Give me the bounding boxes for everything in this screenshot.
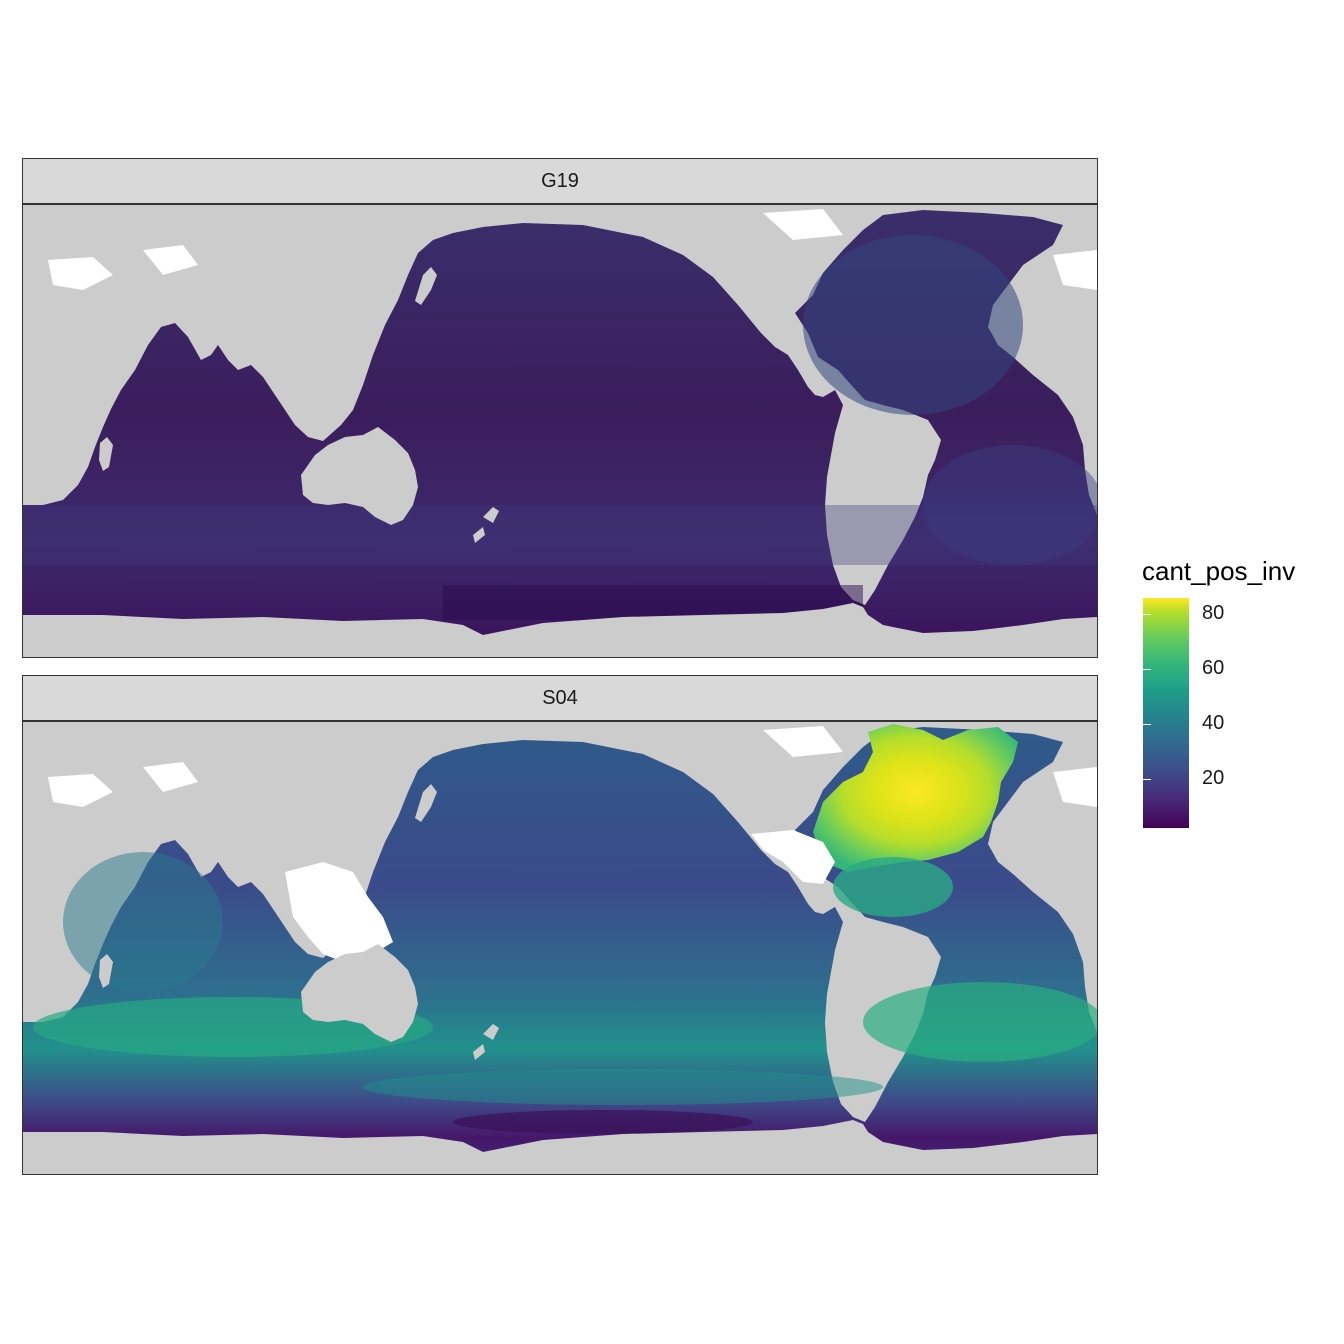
- land-japan-g19: [415, 267, 437, 305]
- north-atlantic-g19: [803, 235, 1023, 415]
- land-antarctica-s04: [23, 1120, 1097, 1174]
- legend-tick-label: 40: [1202, 711, 1225, 734]
- panel-g19: G19: [22, 158, 1098, 658]
- land-madagascar-g19: [99, 437, 113, 471]
- legend-tick-left: [1143, 614, 1151, 616]
- legend-tick: [1189, 778, 1197, 780]
- map-s04: [22, 721, 1098, 1175]
- no-data-caribbean-s04: [751, 830, 835, 884]
- arabian-sea-s04: [63, 852, 223, 992]
- colorbar: [1143, 598, 1189, 828]
- legend-tick-label: 80: [1202, 602, 1225, 625]
- no-data-arctic-g19: [48, 209, 1097, 290]
- colorbar-legend: cant_pos_inv 20 40 60 80: [1142, 556, 1332, 846]
- pacific-band-s04: [363, 1069, 883, 1105]
- land-japan-s04: [415, 784, 437, 822]
- legend-tick-label: 60: [1202, 657, 1225, 680]
- south-atlantic-g19: [923, 445, 1097, 565]
- southern-dark-s04: [453, 1110, 753, 1134]
- legend-tick: [1189, 614, 1197, 616]
- map-canvas-s04: [23, 722, 1097, 1174]
- land-new-zealand-g19: [473, 507, 499, 543]
- land-antarctica-g19: [23, 603, 1097, 657]
- ocean-field-s04: [23, 724, 1097, 1174]
- atlantic-band-s04: [863, 982, 1097, 1062]
- map-canvas-g19: [23, 205, 1097, 657]
- legend-tick-label: 20: [1202, 766, 1225, 789]
- no-data-arctic-s04: [48, 726, 1097, 807]
- no-data-indonesia-s04: [285, 862, 393, 962]
- facet-strip-s04: S04: [22, 675, 1098, 722]
- panel-s04: S04: [22, 675, 1098, 1175]
- facet-label-g19: G19: [541, 169, 579, 192]
- land-australia-s04: [301, 944, 418, 1042]
- legend-tick: [1189, 669, 1197, 671]
- facet-strip-g19: G19: [22, 158, 1098, 205]
- map-g19: [22, 204, 1098, 658]
- legend-tick-left: [1143, 723, 1151, 725]
- ocean-field-g19: [23, 210, 1097, 657]
- legend-tick: [1189, 723, 1197, 725]
- land-madagascar-s04: [99, 954, 113, 988]
- legend-title: cant_pos_inv: [1142, 556, 1296, 586]
- southern-band-g19: [23, 505, 1097, 565]
- land-australia-g19: [301, 427, 418, 525]
- legend-tick-left: [1143, 669, 1151, 671]
- subtropical-atlantic-s04: [833, 857, 953, 917]
- facet-label-s04: S04: [542, 686, 578, 709]
- north-atlantic-hotspot-s04: [813, 724, 1018, 872]
- land-new-zealand-s04: [473, 1024, 499, 1060]
- legend-tick-left: [1143, 778, 1151, 780]
